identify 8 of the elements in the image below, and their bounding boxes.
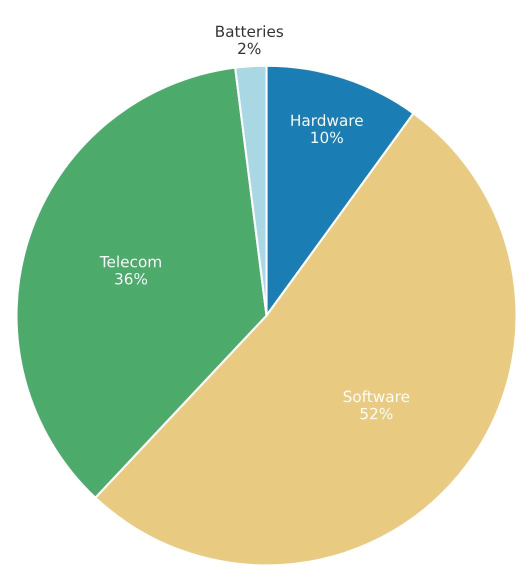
data-label: 2% [238, 42, 261, 54]
data-label: 52% [360, 408, 392, 420]
slice-label: Batteries [216, 25, 284, 38]
data-label: 36% [115, 272, 148, 285]
slice-label: Hardware [291, 114, 363, 126]
data-label: 10% [311, 132, 343, 144]
slice-label: Telecom [100, 256, 161, 268]
slice-label: Software [344, 390, 410, 402]
